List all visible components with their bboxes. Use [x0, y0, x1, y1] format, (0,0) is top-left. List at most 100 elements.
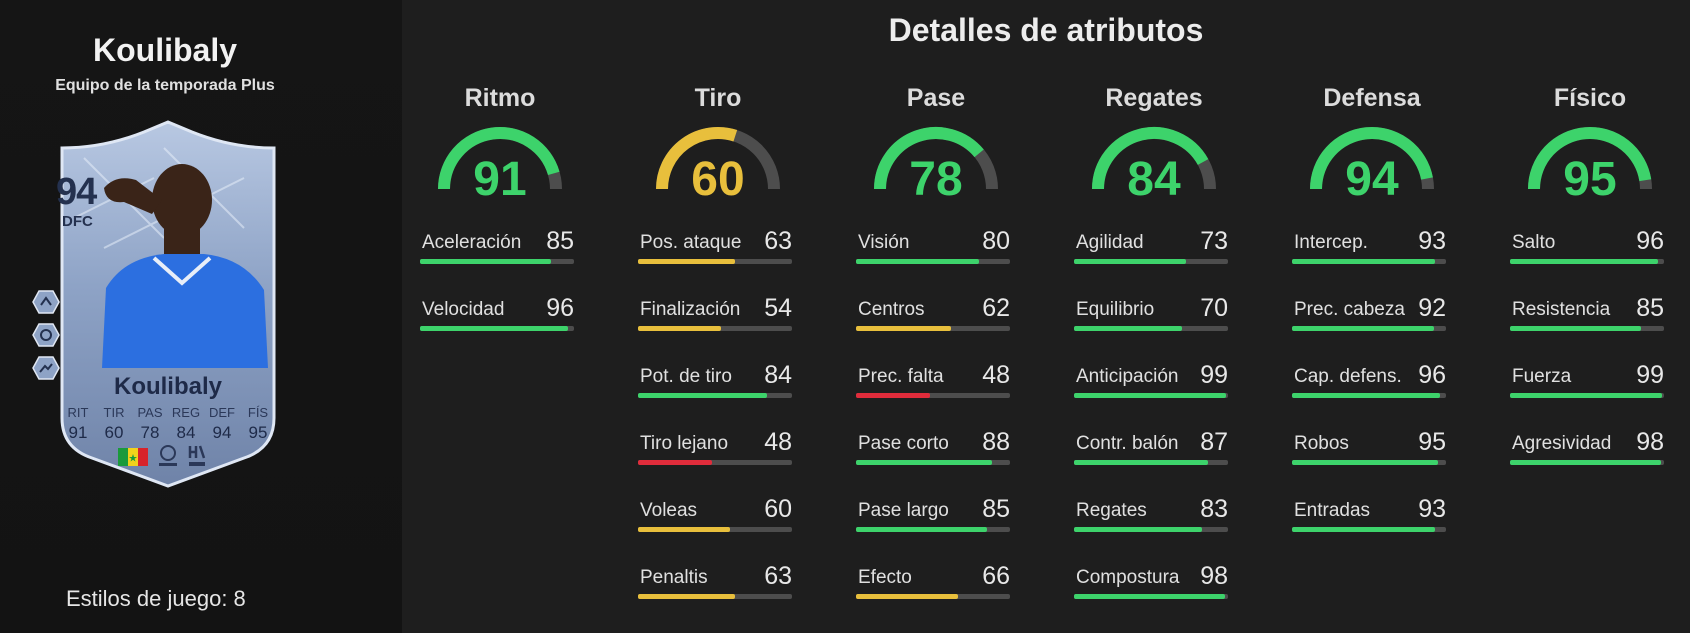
- category-value: 95: [1563, 153, 1617, 206]
- attribute-bar: [856, 460, 1010, 465]
- card-stat-label: PAS: [137, 405, 163, 420]
- attribute-bar-fill: [1510, 460, 1661, 465]
- attribute-bar-fill: [856, 326, 952, 331]
- attribute-name: Anticipación: [1076, 366, 1179, 387]
- category-name: Tiro: [694, 84, 742, 112]
- gauge-fill: [1310, 127, 1433, 190]
- attribute-name: Centros: [858, 299, 925, 320]
- gauge-fill: [438, 127, 560, 190]
- playstyle-icon-3[interactable]: [32, 356, 60, 380]
- card-stat-values: 91 60 78 84 94 95: [60, 423, 276, 443]
- attribute-row[interactable]: Cap. defens. 96: [1292, 358, 1452, 398]
- attribute-bar: [1292, 326, 1446, 331]
- category-name: Ritmo: [464, 84, 536, 112]
- player-card[interactable]: 94 DFC Koulibaly RIT TIR PAS REG DEF FÍS…: [44, 118, 292, 490]
- attribute-name: Resistencia: [1512, 299, 1611, 320]
- attribute-bar: [1510, 326, 1664, 331]
- attribute-bar: [1510, 259, 1664, 264]
- attribute-bar: [638, 594, 792, 599]
- category-value: 94: [1345, 153, 1399, 206]
- card-stat-label: TIR: [103, 405, 125, 420]
- category-gauge: [1092, 127, 1216, 190]
- attribute-row[interactable]: Fuerza 99: [1510, 358, 1670, 398]
- attribute-row[interactable]: Pase largo 85: [856, 492, 1016, 532]
- playstyle-icon-2[interactable]: [32, 323, 60, 347]
- attribute-bar: [638, 460, 792, 465]
- attribute-name: Fuerza: [1512, 366, 1572, 387]
- attribute-bar: [856, 259, 1010, 264]
- attribute-bar-fill: [638, 326, 722, 331]
- attribute-row[interactable]: Contr. balón 87: [1074, 425, 1234, 465]
- attribute-value: 92: [1418, 294, 1446, 322]
- attribute-bar: [1074, 393, 1228, 398]
- category-gauge: [874, 127, 998, 190]
- attribute-row[interactable]: Velocidad 96: [420, 291, 580, 331]
- category-value: 91: [473, 153, 527, 206]
- attribute-row[interactable]: Pos. ataque 63: [638, 224, 798, 264]
- card-stat-value: 91: [68, 423, 88, 442]
- attribute-bar-fill: [856, 527, 987, 532]
- attribute-value: 80: [982, 227, 1010, 255]
- playstyles-count[interactable]: Estilos de juego: 8: [66, 586, 246, 611]
- attribute-value: 48: [982, 361, 1010, 389]
- attribute-value: 88: [982, 428, 1010, 456]
- attribute-row[interactable]: Visión 80: [856, 224, 1016, 264]
- attribute-row[interactable]: Voleas 60: [638, 492, 798, 532]
- attribute-bar: [1074, 594, 1228, 599]
- category-name: Físico: [1553, 84, 1627, 112]
- attribute-row[interactable]: Efecto 66: [856, 559, 1016, 599]
- attribute-bar: [638, 393, 792, 398]
- attribute-value: 66: [982, 562, 1010, 590]
- attribute-name: Compostura: [1076, 567, 1180, 588]
- attribute-bar-fill: [1074, 460, 1208, 465]
- attribute-row[interactable]: Agilidad 73: [1074, 224, 1234, 264]
- attribute-bar-fill: [1292, 393, 1440, 398]
- attribute-row[interactable]: Tiro lejano 48: [638, 425, 798, 465]
- attribute-name: Agilidad: [1076, 232, 1144, 253]
- attribute-row[interactable]: Equilibrio 70: [1074, 291, 1234, 331]
- attribute-bar-fill: [638, 460, 712, 465]
- gauge-fill: [1092, 127, 1209, 190]
- attribute-bar-fill: [856, 594, 958, 599]
- attribute-bar: [1292, 259, 1446, 264]
- attribute-name: Velocidad: [422, 299, 505, 320]
- attribute-row[interactable]: Anticipación 99: [1074, 358, 1234, 398]
- attribute-row[interactable]: Compostura 98: [1074, 559, 1234, 599]
- attribute-name: Intercep.: [1294, 232, 1368, 253]
- attribute-bar-fill: [638, 594, 736, 599]
- attribute-row[interactable]: Resistencia 85: [1510, 291, 1670, 331]
- attribute-row[interactable]: Finalización 54: [638, 291, 798, 331]
- attribute-bar: [1510, 393, 1664, 398]
- attribute-row[interactable]: Prec. falta 48: [856, 358, 1016, 398]
- attribute-row[interactable]: Aceleración 85: [420, 224, 580, 264]
- attribute-row[interactable]: Entradas 93: [1292, 492, 1452, 532]
- attribute-bar-fill: [420, 326, 568, 331]
- attribute-value: 96: [1418, 361, 1446, 389]
- card-stat-label: RIT: [67, 405, 89, 420]
- attribute-row[interactable]: Regates 83: [1074, 492, 1234, 532]
- attribute-name: Pos. ataque: [640, 232, 742, 253]
- attribute-row[interactable]: Centros 62: [856, 291, 1016, 331]
- attribute-row[interactable]: Intercep. 93: [1292, 224, 1452, 264]
- attribute-name: Voleas: [640, 500, 698, 521]
- attribute-row[interactable]: Agresividad 98: [1510, 425, 1670, 465]
- playstyle-icon-1[interactable]: [32, 290, 60, 314]
- attribute-name: Robos: [1294, 433, 1349, 454]
- player-photo: [102, 164, 268, 368]
- attribute-bar: [1074, 259, 1228, 264]
- attribute-name: Cap. defens.: [1294, 366, 1402, 387]
- card-position: DFC: [62, 213, 93, 230]
- card-stat-value: 94: [212, 423, 232, 442]
- attribute-name: Pase largo: [858, 500, 949, 521]
- card-stat-value: 60: [104, 423, 124, 442]
- card-type: Equipo de la temporada Plus: [55, 77, 275, 94]
- attribute-row[interactable]: Robos 95: [1292, 425, 1452, 465]
- attributes-title: Detalles de atributos: [888, 12, 1204, 48]
- attribute-row[interactable]: Pot. de tiro 84: [638, 358, 798, 398]
- attribute-row[interactable]: Penaltis 63: [638, 559, 798, 599]
- attribute-bar: [856, 527, 1010, 532]
- attribute-row[interactable]: Salto 96: [1510, 224, 1670, 264]
- attribute-row[interactable]: Prec. cabeza 92: [1292, 291, 1452, 331]
- attribute-row[interactable]: Pase corto 88: [856, 425, 1016, 465]
- club-logo-icon: [188, 445, 206, 466]
